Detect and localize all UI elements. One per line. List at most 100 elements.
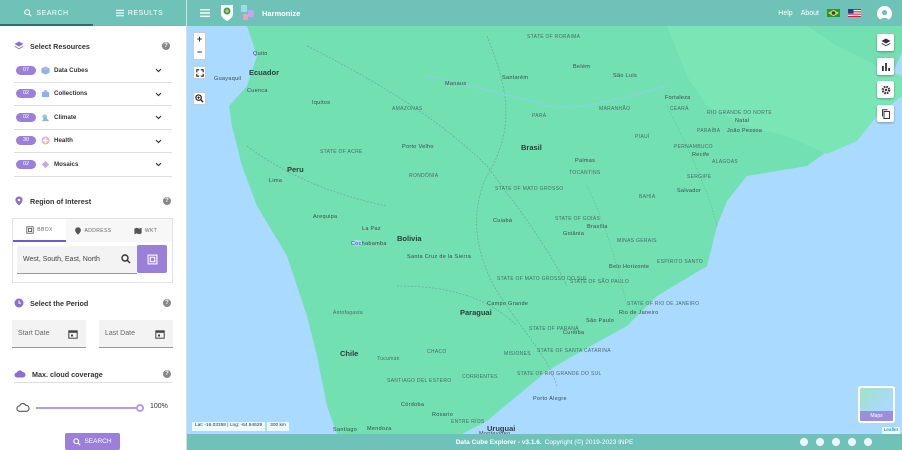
cloud-icon [14, 370, 26, 378]
map-label-city: Rosario [432, 412, 454, 418]
cloud-slider[interactable]: 100% [16, 400, 176, 416]
chart-button[interactable] [877, 58, 894, 75]
period-title: Select the Period [30, 298, 89, 308]
collection-icon [41, 90, 50, 98]
map-land [229, 26, 902, 434]
twitter-icon[interactable] [832, 438, 840, 446]
copy-button[interactable] [877, 105, 894, 122]
chevron-down-icon[interactable] [155, 67, 162, 74]
resource-climate[interactable]: 02 Climate [14, 106, 172, 130]
layers-button[interactable] [877, 34, 894, 51]
map-label-city: Córdoba [401, 402, 425, 408]
search-button-label: SEARCH [84, 438, 112, 445]
fullscreen-button[interactable] [193, 66, 206, 79]
map-label-city: Arequipa [313, 214, 338, 220]
settings-button[interactable] [877, 81, 894, 98]
slider-track[interactable] [36, 407, 140, 409]
search-icon[interactable] [121, 254, 131, 264]
map-label-state: PIAUÍ [635, 134, 650, 140]
zoom-out-button[interactable]: − [196, 47, 203, 57]
tab-results[interactable]: RESULTS [93, 0, 186, 26]
tab-search[interactable]: SEARCH [0, 0, 93, 26]
coords-readout: Lat: -16.03358 | Lng: -64.94629 300 km [192, 422, 289, 431]
search-button[interactable]: SEARCH [65, 433, 120, 450]
zoom-box-button[interactable] [193, 92, 206, 105]
search-icon [24, 9, 33, 17]
map-label-country: Brasil [521, 143, 542, 152]
location-pin-icon [15, 196, 23, 206]
clock-icon [14, 298, 24, 308]
zoom-search-icon [195, 94, 204, 103]
resource-label: Climate [54, 113, 77, 121]
calendar-icon[interactable] [68, 329, 78, 339]
globe-icon[interactable] [816, 438, 824, 446]
tab-wkt[interactable]: WKT [119, 219, 172, 242]
chevron-down-icon[interactable] [155, 91, 162, 98]
basemap-switcher[interactable]: Maps [858, 386, 895, 423]
help-icon[interactable]: ? [163, 370, 171, 378]
map-label-country: Ecuador [249, 68, 280, 77]
chevron-down-icon[interactable] [155, 114, 162, 121]
resource-health[interactable]: 30 Health [14, 130, 172, 153]
about-link[interactable]: About [800, 9, 819, 17]
map-label-state: ESPÍRITO SANTO [657, 259, 703, 265]
map-label-city: Fortaleza [665, 95, 691, 101]
coords-lng: Lng: -64.94629 [229, 423, 263, 428]
tab-address[interactable]: ADDRESS [66, 219, 119, 242]
draw-bbox-button[interactable] [137, 245, 167, 273]
map-label-city: Natal [735, 118, 750, 124]
map-label-state: ENTRE RÍOS [451, 419, 485, 425]
cube-icon [41, 66, 50, 75]
resource-collections[interactable]: 02 Collections [14, 83, 172, 106]
map[interactable]: Ecuador Peru Bolivia Brasil Paraguai Chi… [187, 26, 902, 434]
menu-icon[interactable] [200, 9, 210, 17]
cloud-value: 100% [150, 403, 168, 410]
top-right-nav: Help About [778, 0, 892, 26]
map-label-state: SANTIAGO DEL ESTERO [387, 378, 452, 384]
resource-label: Health [54, 137, 73, 145]
footer-copyright: Copyright (©) 2019-2023 INPE [544, 438, 634, 446]
zoom-in-button[interactable]: + [196, 34, 203, 44]
github-icon[interactable] [800, 438, 808, 446]
youtube-icon[interactable] [848, 438, 856, 446]
map-label-city: Santiago [333, 427, 358, 433]
help-link[interactable]: Help [778, 9, 793, 17]
map-label-city: Guayaquil [214, 76, 242, 82]
avatar[interactable] [877, 5, 892, 21]
map-label-city: Goiânia [563, 231, 585, 237]
chevron-down-icon[interactable] [155, 161, 162, 168]
map-label-state: SERGIPE [687, 174, 712, 180]
map-label-city: Cochabamba [351, 241, 387, 247]
brazil-flag-icon[interactable] [827, 9, 840, 17]
start-date-input[interactable]: Start Date [12, 320, 86, 348]
map-label-city: João Pessoa [727, 128, 763, 134]
leaflet-link[interactable]: Leaflet [883, 428, 898, 433]
help-icon[interactable]: ? [163, 299, 171, 307]
resources-list: 07 Data Cubes 02 Collections 02 Climate … [0, 59, 186, 177]
map-label-state: STATE OF GOIÁS [555, 216, 601, 222]
calendar-icon[interactable] [155, 329, 165, 339]
period-header: Select the Period ? [0, 294, 187, 312]
top-bar: Harmonize Help About [187, 0, 902, 26]
leaflet-attribution[interactable]: Leaflet [881, 427, 900, 434]
map-label-city: Montevideo [479, 431, 511, 434]
resource-mosaics[interactable]: 02 Mosaics [14, 153, 172, 177]
slider-thumb[interactable] [136, 404, 144, 412]
map-label-country: Uruguai [487, 424, 516, 433]
map-label-city: São Luís [613, 73, 638, 79]
email-icon[interactable] [864, 438, 872, 446]
resource-data-cubes[interactable]: 07 Data Cubes [14, 59, 172, 83]
resource-label: Collections [54, 90, 88, 98]
bbox-input[interactable]: West, South, East, North [17, 246, 137, 274]
map-label-city: Belo Horizonte [609, 264, 650, 270]
layers-icon [881, 38, 890, 46]
map-label-city: Recife [692, 152, 710, 158]
help-icon[interactable]: ? [163, 197, 171, 205]
map-label-city: Curitiba [563, 330, 585, 336]
tab-bbox[interactable]: BBOX [13, 219, 66, 242]
help-icon[interactable]: ? [162, 42, 170, 50]
end-date-input[interactable]: Last Date [99, 320, 173, 348]
usa-flag-icon[interactable] [848, 9, 861, 17]
chevron-down-icon[interactable] [155, 138, 162, 145]
